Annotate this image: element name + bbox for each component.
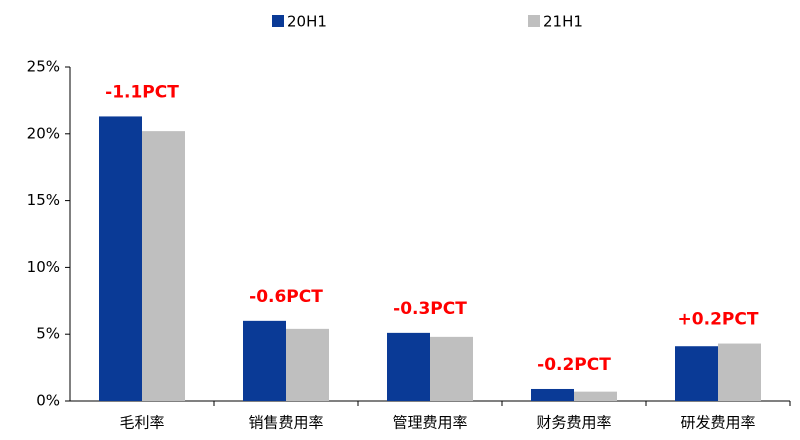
x-tick-label: 管理费用率 <box>392 414 467 432</box>
x-tick-label: 财务费用率 <box>536 414 611 432</box>
legend-swatch <box>272 15 284 27</box>
x-tick-label: 销售费用率 <box>248 414 323 432</box>
y-tick-label: 15% <box>27 191 60 209</box>
annotation: -0.2PCT <box>537 355 611 375</box>
bar <box>99 116 142 401</box>
bar <box>531 388 574 401</box>
y-tick-label: 0% <box>36 392 60 410</box>
legend-label: 21H1 <box>543 13 583 31</box>
legend-swatch <box>528 15 540 27</box>
legend-label: 20H1 <box>287 13 327 31</box>
x-tick-label: 研发费用率 <box>680 414 755 432</box>
bar <box>718 343 761 401</box>
bar <box>675 346 718 401</box>
y-tick-label: 20% <box>27 124 60 142</box>
x-tick-label: 毛利率 <box>119 414 164 432</box>
y-tick-label: 5% <box>36 325 60 343</box>
bar <box>430 336 473 401</box>
y-tick-label: 25% <box>27 58 60 76</box>
y-tick-label: 10% <box>27 258 60 276</box>
bar <box>142 131 185 402</box>
annotation: -0.3PCT <box>393 299 467 319</box>
annotation: -0.6PCT <box>249 287 323 307</box>
annotation: -1.1PCT <box>105 82 179 102</box>
bar <box>574 391 617 401</box>
bar <box>286 328 329 401</box>
annotation: +0.2PCT <box>678 310 759 330</box>
bar <box>243 320 286 401</box>
bar <box>387 332 430 401</box>
